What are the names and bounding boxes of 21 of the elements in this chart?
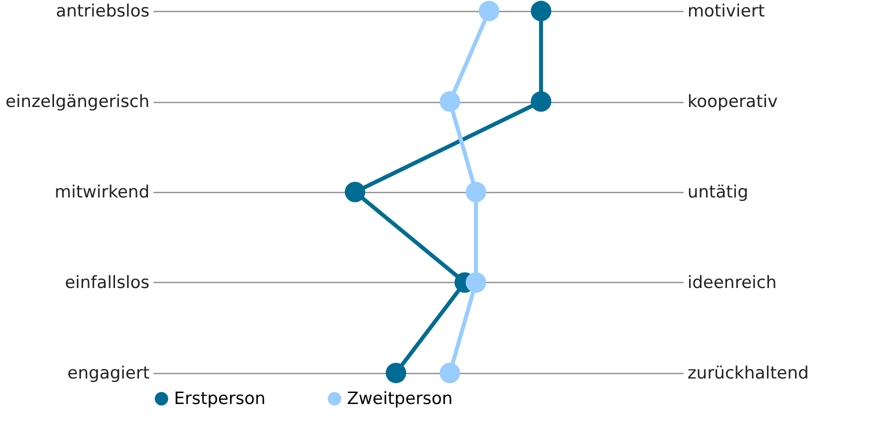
y2-tick-label: ideenreich [688, 272, 777, 293]
point [466, 182, 486, 202]
y-tick-label: einfallslos [64, 272, 150, 293]
y2-tick-label: untätig [688, 182, 748, 202]
y-tick-label: einzelgängerisch [6, 92, 150, 112]
y-tick-label: engagiert [67, 363, 150, 384]
point [530, 0, 552, 22]
point [466, 272, 486, 293]
point [344, 182, 366, 202]
legend-label: Erstperson [174, 388, 266, 409]
legend-label: Zweitperson [347, 388, 453, 409]
y2-tick-label: motiviert [688, 2, 766, 22]
point [440, 91, 460, 112]
y-tick-label: mitwirkend [54, 182, 150, 202]
point [530, 91, 552, 112]
point [440, 362, 460, 384]
point [478, 0, 500, 22]
y2-tick-label: kooperativ [688, 92, 778, 112]
y2-tick-label: zurückhaltend [688, 363, 809, 384]
point [386, 362, 406, 384]
y-tick-label: antriebslos [56, 2, 150, 22]
